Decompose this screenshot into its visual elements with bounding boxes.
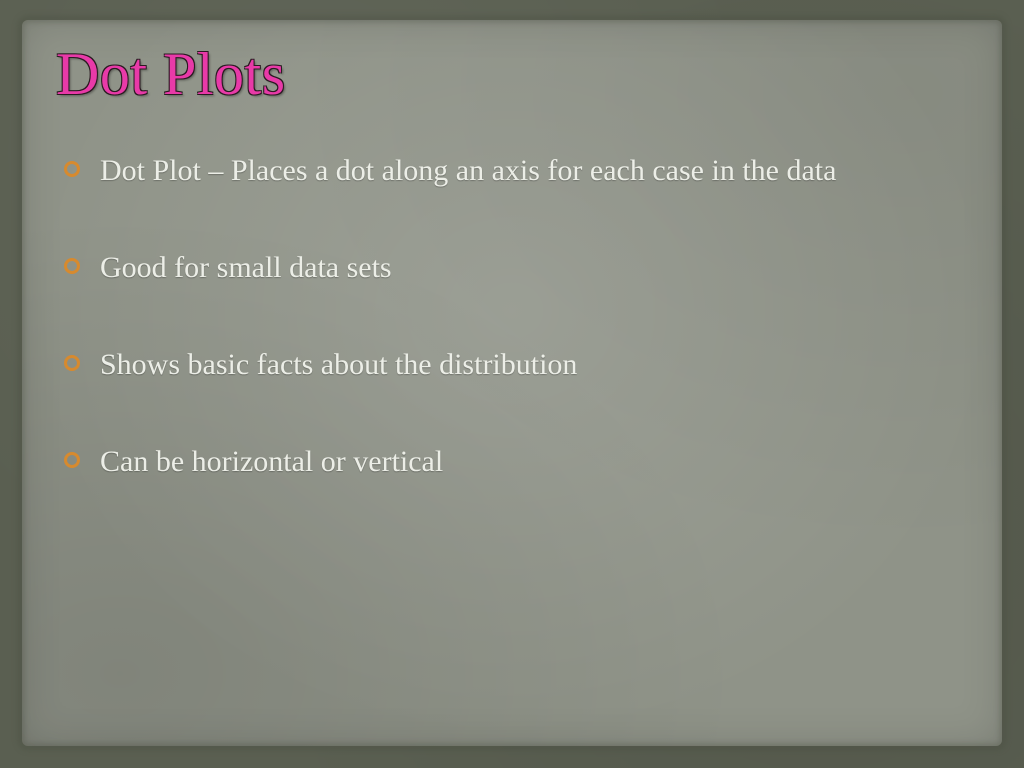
list-item: Can be horizontal or vertical (64, 442, 968, 481)
slide-background-inner: Dot Plots Dot Plot – Places a dot along … (22, 20, 1002, 746)
bullet-icon (64, 161, 80, 177)
list-item: Good for small data sets (64, 248, 968, 287)
list-item: Dot Plot – Places a dot along an axis fo… (64, 151, 968, 190)
slide-title: Dot Plots (56, 40, 968, 109)
slide-background-outer: Dot Plots Dot Plot – Places a dot along … (0, 0, 1024, 768)
bullet-text: Dot Plot – Places a dot along an axis fo… (100, 154, 836, 187)
bullet-text: Shows basic facts about the distribution (100, 348, 577, 381)
bullet-icon (64, 258, 80, 274)
bullet-icon (64, 452, 80, 468)
bullet-icon (64, 355, 80, 371)
bullet-text: Can be horizontal or vertical (100, 445, 443, 478)
bullet-list: Dot Plot – Places a dot along an axis fo… (56, 151, 968, 481)
list-item: Shows basic facts about the distribution (64, 345, 968, 384)
bullet-text: Good for small data sets (100, 251, 392, 284)
